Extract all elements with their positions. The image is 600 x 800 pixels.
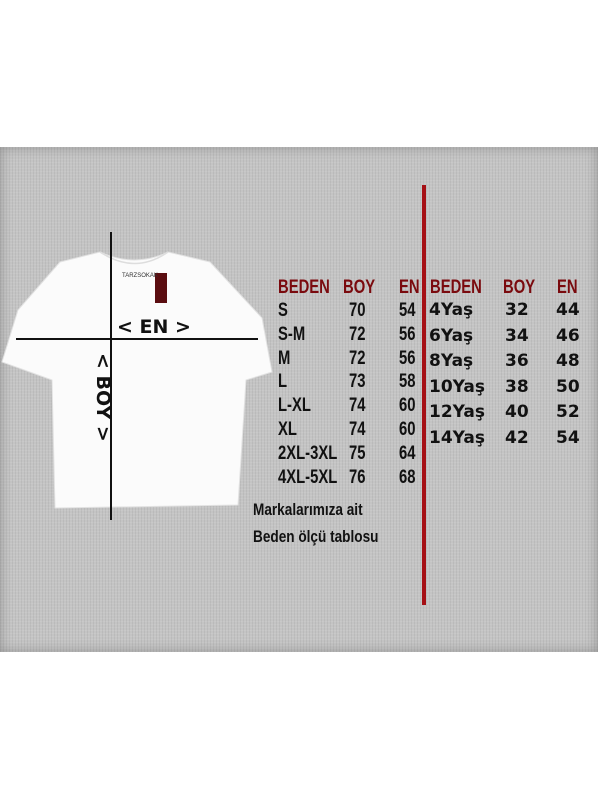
size-cell: S-M (278, 323, 306, 345)
age-cell: 12Yaş (429, 402, 485, 422)
boy-cell: 42 (505, 427, 529, 448)
boy-cell: 40 (505, 402, 529, 422)
en-cell: 54 (556, 427, 580, 448)
size-cell: S (278, 300, 288, 321)
en-cell: 48 (556, 351, 580, 371)
divider-line (422, 185, 426, 605)
brand-label: TARZSOKAK (122, 273, 158, 279)
boy-cell: 34 (505, 325, 529, 346)
en-cell: 54 (399, 300, 416, 321)
boy-cell: 70 (349, 300, 366, 321)
en-cell: 46 (556, 325, 580, 346)
boy-cell: 72 (349, 323, 366, 345)
header-en: EN (557, 277, 578, 298)
size-cell: M (278, 347, 291, 369)
boy-cell: 75 (349, 442, 366, 464)
en-cell: 64 (399, 442, 416, 464)
footer-line-2: Beden ölçü tablosu (253, 527, 379, 546)
length-label: < BOY > (92, 353, 114, 442)
en-cell: 52 (556, 402, 580, 422)
background-panel (0, 147, 598, 652)
header-boy: BOY (343, 277, 376, 298)
en-cell: 50 (556, 376, 580, 397)
age-cell: 8Yaş (429, 351, 474, 371)
header-beden: BEDEN (430, 277, 482, 298)
en-cell: 44 (556, 300, 580, 320)
size-cell: 2XL-3XL (278, 442, 338, 464)
header-en: EN (399, 277, 420, 298)
boy-cell: 32 (505, 300, 529, 320)
size-cell: XL (278, 419, 297, 440)
age-cell: 10Yaş (429, 376, 485, 397)
en-cell: 60 (399, 419, 416, 440)
age-cell: 4Yaş (429, 300, 474, 320)
boy-cell: 36 (505, 351, 529, 371)
age-cell: 14Yaş (429, 427, 485, 448)
header-boy: BOY (503, 277, 536, 298)
width-label: < EN > (117, 316, 191, 338)
hang-tag (155, 273, 167, 303)
boy-cell: 72 (349, 347, 366, 369)
en-cell: 56 (399, 323, 416, 345)
size-cell: L-XL (278, 395, 311, 417)
boy-cell: 74 (349, 395, 366, 417)
size-cell: 4XL-5XL (278, 466, 338, 488)
en-cell: 56 (399, 347, 416, 369)
boy-cell: 38 (505, 376, 529, 397)
en-cell: 68 (399, 466, 416, 488)
size-cell: L (278, 371, 288, 393)
boy-cell: 76 (349, 466, 366, 488)
en-cell: 60 (399, 395, 416, 417)
header-beden: BEDEN (278, 277, 330, 298)
en-cell: 58 (399, 371, 416, 393)
boy-cell: 73 (349, 371, 366, 393)
age-cell: 6Yaş (429, 325, 474, 346)
boy-cell: 74 (349, 419, 366, 440)
footer-line-1: Markalarımıza ait (253, 500, 363, 519)
